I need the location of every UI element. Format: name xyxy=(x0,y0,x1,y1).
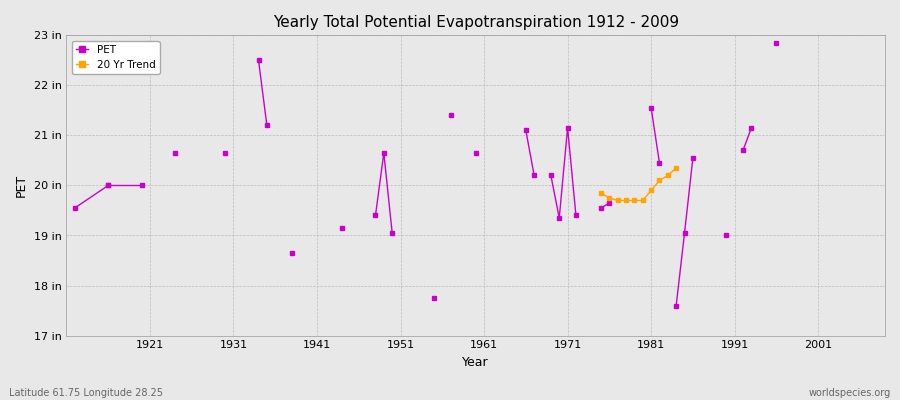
Text: Latitude 61.75 Longitude 28.25: Latitude 61.75 Longitude 28.25 xyxy=(9,388,163,398)
Y-axis label: PET: PET xyxy=(15,174,28,197)
Legend: PET, 20 Yr Trend: PET, 20 Yr Trend xyxy=(72,40,159,74)
Text: worldspecies.org: worldspecies.org xyxy=(809,388,891,398)
X-axis label: Year: Year xyxy=(463,356,489,369)
Title: Yearly Total Potential Evapotranspiration 1912 - 2009: Yearly Total Potential Evapotranspiratio… xyxy=(273,15,679,30)
